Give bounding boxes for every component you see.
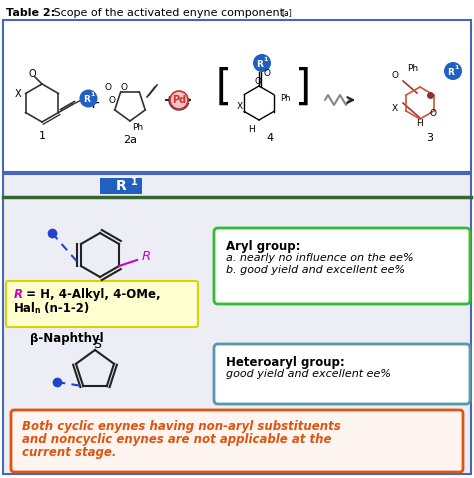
Text: H: H	[249, 126, 255, 134]
Text: 4: 4	[266, 133, 273, 143]
Text: R: R	[447, 67, 455, 76]
Text: 1: 1	[131, 177, 138, 187]
FancyBboxPatch shape	[6, 281, 198, 327]
Text: and noncyclic enynes are not applicable at the: and noncyclic enynes are not applicable …	[22, 433, 331, 446]
Text: O: O	[429, 109, 437, 118]
Text: 1: 1	[264, 56, 268, 62]
Text: O: O	[392, 70, 399, 79]
Text: R: R	[14, 288, 23, 301]
Text: β-Naphthyl: β-Naphthyl	[30, 332, 104, 345]
Text: O: O	[255, 76, 262, 86]
Text: O: O	[28, 69, 36, 79]
Text: X: X	[237, 101, 243, 110]
Text: X: X	[14, 88, 21, 98]
Bar	[3, 20, 471, 172]
Text: X: X	[392, 104, 398, 112]
Bar	[3, 174, 471, 474]
Text: Aryl group:: Aryl group:	[226, 240, 301, 253]
Text: O: O	[109, 96, 116, 105]
Text: Table 2:: Table 2:	[6, 8, 55, 18]
FancyBboxPatch shape	[11, 410, 463, 472]
Text: (n-1-2): (n-1-2)	[40, 302, 89, 315]
Text: b. good yield and excellent ee%: b. good yield and excellent ee%	[226, 265, 405, 275]
Text: O: O	[264, 68, 271, 77]
Text: R: R	[256, 59, 264, 68]
Text: Heteroaryl group:: Heteroaryl group:	[226, 356, 345, 369]
Text: [: [	[210, 67, 235, 109]
Circle shape	[253, 54, 271, 72]
Text: H: H	[417, 119, 423, 128]
Text: 1: 1	[38, 131, 46, 141]
Circle shape	[444, 62, 462, 80]
Text: 1: 1	[90, 92, 95, 97]
Text: [a]: [a]	[281, 8, 292, 17]
Circle shape	[80, 89, 98, 108]
Text: R: R	[142, 250, 151, 263]
Text: 2a: 2a	[123, 135, 137, 145]
Text: = H, 4-Alkyl, 4-OMe,: = H, 4-Alkyl, 4-OMe,	[22, 288, 161, 301]
FancyBboxPatch shape	[214, 344, 470, 404]
Text: R: R	[83, 95, 90, 104]
Text: Pd: Pd	[172, 95, 186, 105]
Text: good yield and excellent ee%: good yield and excellent ee%	[226, 369, 391, 379]
Text: Scope of the activated enyne component.: Scope of the activated enyne component.	[50, 8, 288, 18]
Text: a. nearly no influence on the ee%: a. nearly no influence on the ee%	[226, 253, 414, 263]
FancyBboxPatch shape	[214, 228, 470, 304]
Text: O: O	[104, 83, 111, 91]
FancyBboxPatch shape	[100, 178, 142, 194]
Text: Ph: Ph	[280, 94, 291, 102]
Text: O: O	[120, 83, 128, 91]
Text: +: +	[85, 94, 100, 112]
Text: S: S	[93, 338, 101, 351]
Text: 3: 3	[427, 133, 434, 143]
Circle shape	[170, 91, 188, 109]
Text: n: n	[34, 306, 39, 315]
Text: current stage.: current stage.	[22, 446, 117, 459]
Text: Ph: Ph	[132, 122, 144, 131]
Text: ]: ]	[292, 67, 318, 109]
Text: Ph: Ph	[408, 64, 419, 73]
Text: 1: 1	[455, 65, 459, 69]
Text: Both cyclic enynes having non-aryl substituents: Both cyclic enynes having non-aryl subst…	[22, 420, 341, 433]
Text: R: R	[116, 179, 127, 193]
Text: Hal: Hal	[14, 302, 36, 315]
